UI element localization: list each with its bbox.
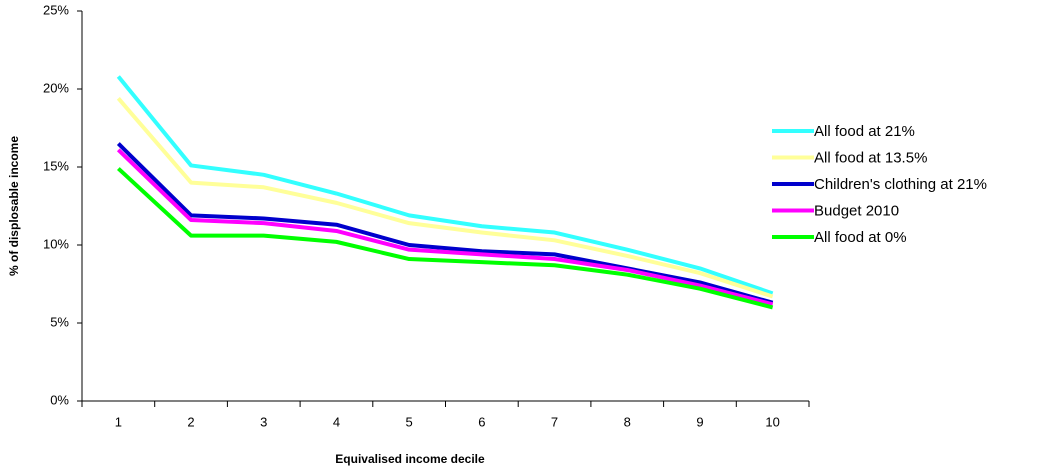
x-tick-label: 2 (187, 414, 194, 429)
x-tick-label: 5 (406, 414, 413, 429)
x-tick-label: 4 (333, 414, 340, 429)
x-tick-label: 8 (624, 414, 631, 429)
x-tick-label: 3 (260, 414, 267, 429)
series-line (116, 97, 774, 299)
y-tick-label: 15% (43, 158, 69, 173)
series-line (116, 167, 774, 310)
y-tick-label: 5% (50, 314, 69, 329)
series-line (116, 148, 774, 307)
legend-label: Children's clothing at 21% (814, 176, 987, 193)
series-line (116, 75, 774, 296)
y-tick-label: 20% (43, 80, 69, 95)
legend-label: All food at 0% (814, 229, 907, 246)
x-tick-label: 1 (115, 414, 122, 429)
y-tick-label: 25% (43, 2, 69, 17)
y-tick-label: 0% (50, 392, 69, 407)
y-axis-title: % of displosable income (7, 136, 21, 276)
legend-label: All food at 13.5% (814, 149, 927, 166)
y-tick-label: 10% (43, 236, 69, 251)
series-line (116, 142, 774, 305)
x-tick-label: 10 (765, 414, 779, 429)
legend-label: Budget 2010 (814, 202, 899, 219)
x-axis-title: Equivalised income decile (335, 452, 485, 466)
legend-label: All food at 21% (814, 123, 915, 140)
x-tick-label: 9 (696, 414, 703, 429)
x-tick-label: 7 (551, 414, 558, 429)
x-tick-label: 6 (478, 414, 485, 429)
